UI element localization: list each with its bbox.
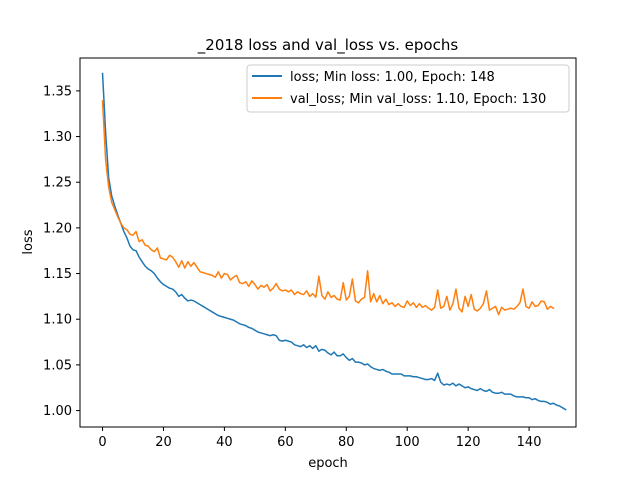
y-axis-label: loss [21,229,36,254]
legend-box [246,64,570,113]
x-tick-label: 140 [517,435,542,450]
legend-label-loss: loss; Min loss: 1.00, Epoch: 148 [290,70,495,85]
x-axis-label: epoch [308,456,348,471]
chart-title: _2018 loss and val_loss vs. epochs [197,36,459,55]
x-tick-label: 40 [216,435,233,450]
y-tick-label: 1.10 [43,313,72,328]
y-tick-label: 1.25 [43,176,72,191]
legend-label-val-loss: val_loss; Min val_loss: 1.10, Epoch: 130 [290,92,546,107]
series-line-loss [101,72,567,411]
y-axis: 1.00 1.05 1.10 1.15 1.20 1.25 1.30 1.35 [43,84,80,419]
y-tick-label: 1.00 [43,404,72,419]
x-tick-label: 20 [155,435,172,450]
plot-frame [79,57,577,428]
series-line-val-loss [101,100,555,316]
series-layer [101,72,567,411]
y-tick-label: 1.20 [43,221,72,236]
x-tick-label: 80 [338,435,355,450]
x-tick-label: 60 [277,435,294,450]
x-axis: 0 20 40 60 80 100 120 140 [98,427,541,450]
x-tick-label: 100 [395,435,420,450]
y-tick-label: 1.15 [43,267,72,282]
y-tick-label: 1.30 [43,130,72,145]
legend: loss; Min loss: 1.00, Epoch: 148 val_los… [246,64,570,113]
y-tick-label: 1.05 [43,358,72,373]
y-tick-label: 1.35 [43,84,72,99]
x-tick-label: 120 [456,435,481,450]
x-tick-label: 0 [98,435,106,450]
